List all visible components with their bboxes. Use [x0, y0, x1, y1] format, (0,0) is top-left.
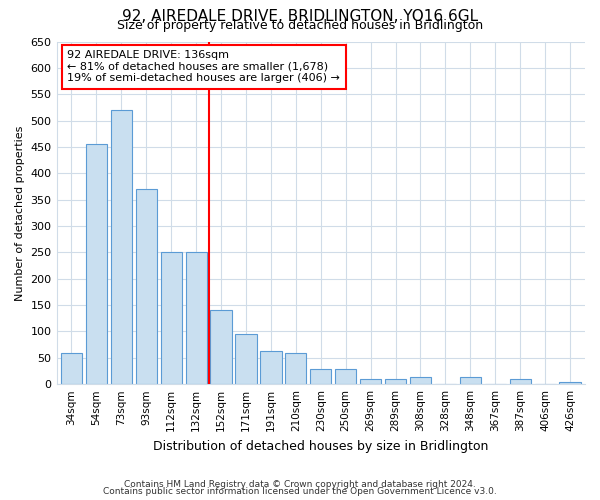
Bar [460, 378, 481, 384]
Text: 92, AIREDALE DRIVE, BRIDLINGTON, YO16 6GL: 92, AIREDALE DRIVE, BRIDLINGTON, YO16 6G… [122, 9, 478, 24]
Bar [161, 252, 182, 384]
Bar [410, 378, 431, 384]
Bar [260, 352, 281, 384]
Bar [136, 189, 157, 384]
Bar [360, 379, 381, 384]
Bar [235, 334, 257, 384]
Text: Contains HM Land Registry data © Crown copyright and database right 2024.: Contains HM Land Registry data © Crown c… [124, 480, 476, 489]
Bar [61, 352, 82, 384]
Text: Contains public sector information licensed under the Open Government Licence v3: Contains public sector information licen… [103, 487, 497, 496]
Text: Size of property relative to detached houses in Bridlington: Size of property relative to detached ho… [117, 18, 483, 32]
Bar [285, 352, 307, 384]
Bar [211, 310, 232, 384]
Text: 92 AIREDALE DRIVE: 136sqm
← 81% of detached houses are smaller (1,678)
19% of se: 92 AIREDALE DRIVE: 136sqm ← 81% of detac… [67, 50, 340, 84]
Bar [559, 382, 581, 384]
Y-axis label: Number of detached properties: Number of detached properties [15, 125, 25, 300]
Bar [185, 252, 207, 384]
Bar [86, 144, 107, 384]
Bar [310, 370, 331, 384]
Bar [111, 110, 132, 384]
Bar [509, 379, 531, 384]
X-axis label: Distribution of detached houses by size in Bridlington: Distribution of detached houses by size … [153, 440, 488, 452]
Bar [335, 370, 356, 384]
Bar [385, 379, 406, 384]
